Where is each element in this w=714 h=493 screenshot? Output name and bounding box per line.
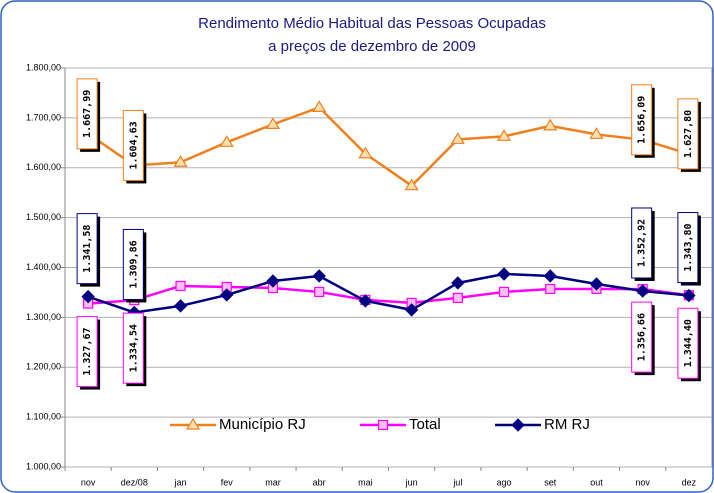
x-tick-label: nov bbox=[81, 477, 96, 487]
marker bbox=[312, 100, 327, 113]
marker bbox=[173, 155, 188, 167]
marker bbox=[498, 286, 510, 298]
marker bbox=[312, 269, 326, 283]
data-label: 1.356,66 bbox=[637, 313, 648, 361]
x-tick-label: mai bbox=[358, 477, 373, 487]
marker bbox=[185, 417, 201, 430]
y-tick-label: 1.600,00 bbox=[26, 162, 61, 172]
legend-label: Total bbox=[409, 416, 441, 433]
x-tick-label: fev bbox=[221, 477, 234, 487]
marker bbox=[358, 146, 373, 159]
legend-label: Município RJ bbox=[219, 416, 306, 433]
marker bbox=[377, 419, 389, 431]
marker bbox=[452, 292, 463, 304]
marker bbox=[635, 284, 650, 298]
marker bbox=[589, 127, 604, 139]
label-box bbox=[631, 207, 653, 279]
x-tick-label: dez bbox=[682, 477, 697, 487]
data-label: 1.627,80 bbox=[683, 110, 694, 158]
marker bbox=[266, 274, 280, 288]
marker bbox=[220, 288, 234, 302]
y-tick-label: 1.700,00 bbox=[26, 112, 61, 122]
label-box bbox=[122, 312, 144, 384]
label-box bbox=[122, 109, 144, 181]
y-tick-label: 1.400,00 bbox=[26, 262, 61, 272]
marker bbox=[497, 267, 511, 281]
chart-title: Rendimento Médio Habitual das Pessoas Oc… bbox=[198, 15, 546, 32]
legend-label: RM RJ bbox=[544, 416, 590, 433]
x-tick-label: jan bbox=[174, 477, 187, 487]
x-tick-label: nov bbox=[635, 477, 650, 487]
marker bbox=[173, 299, 188, 313]
marker bbox=[545, 283, 556, 295]
label-box bbox=[76, 316, 98, 388]
label-box bbox=[677, 307, 699, 379]
marker bbox=[219, 135, 234, 147]
marker bbox=[265, 117, 281, 129]
x-tick-label: out bbox=[590, 477, 603, 487]
data-label: 1.341,58 bbox=[82, 225, 93, 273]
x-tick-label: jun bbox=[405, 477, 418, 487]
marker bbox=[451, 276, 465, 290]
series-line bbox=[88, 284, 690, 305]
data-label: 1.327,67 bbox=[82, 327, 93, 375]
data-label: 1.334,54 bbox=[128, 324, 139, 372]
marker bbox=[314, 286, 325, 298]
marker bbox=[511, 418, 525, 432]
y-tick-label: 1.100,00 bbox=[26, 412, 61, 422]
label-box bbox=[76, 78, 98, 150]
label-box bbox=[677, 98, 699, 170]
marker bbox=[175, 280, 186, 292]
marker bbox=[543, 118, 558, 131]
x-tick-label: ago bbox=[497, 477, 512, 487]
x-tick-label: abr bbox=[313, 477, 326, 487]
label-box bbox=[677, 212, 699, 284]
chart-subtitle: a preços de dezembro de 2009 bbox=[268, 38, 476, 55]
marker bbox=[543, 269, 557, 283]
marker bbox=[589, 277, 604, 291]
marker bbox=[404, 178, 419, 191]
data-label: 1.352,92 bbox=[637, 219, 648, 267]
marker bbox=[358, 294, 373, 308]
marker bbox=[81, 289, 95, 304]
y-tick-label: 1.300,00 bbox=[26, 312, 61, 322]
data-label: 1.604,63 bbox=[128, 121, 139, 169]
x-tick-label: jul bbox=[452, 477, 462, 487]
series-line bbox=[87, 105, 690, 188]
x-tick-label: dez/08 bbox=[121, 477, 148, 487]
y-tick-label: 1.800,00 bbox=[26, 62, 61, 72]
data-label: 1.344,40 bbox=[683, 319, 694, 367]
y-tick-label: 1.000,00 bbox=[26, 461, 61, 471]
data-label: 1.309,86 bbox=[128, 240, 139, 288]
y-tick-label: 1.200,00 bbox=[26, 362, 61, 372]
label-box bbox=[631, 84, 653, 156]
marker bbox=[682, 288, 696, 303]
y-tick-label: 1.500,00 bbox=[26, 212, 61, 222]
marker bbox=[404, 303, 419, 317]
label-box bbox=[631, 301, 653, 373]
label-box bbox=[122, 228, 144, 300]
marker bbox=[450, 132, 465, 144]
series-line bbox=[87, 272, 690, 314]
data-label: 1.656,09 bbox=[637, 96, 648, 144]
x-tick-label: mar bbox=[265, 477, 281, 487]
label-box bbox=[76, 213, 98, 285]
data-label: 1.667,99 bbox=[82, 90, 93, 138]
data-label: 1.343,80 bbox=[683, 223, 694, 271]
x-tick-label: set bbox=[544, 477, 557, 487]
marker bbox=[496, 129, 512, 141]
